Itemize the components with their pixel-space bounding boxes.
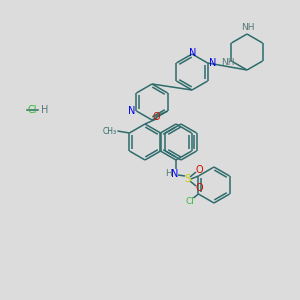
Text: Cl: Cl <box>27 105 37 115</box>
Text: NH: NH <box>241 23 255 32</box>
Text: N: N <box>171 169 179 179</box>
Text: N: N <box>189 48 197 58</box>
Text: N: N <box>128 106 135 116</box>
Text: H: H <box>165 169 171 178</box>
Text: H: H <box>41 105 48 115</box>
Text: O: O <box>195 183 203 193</box>
Text: O: O <box>195 165 203 175</box>
Text: S: S <box>185 174 191 184</box>
Text: O: O <box>152 112 160 122</box>
Text: Cl: Cl <box>186 196 195 206</box>
Text: N: N <box>209 58 216 68</box>
Text: NH: NH <box>221 58 235 67</box>
Text: CH₃: CH₃ <box>102 127 116 136</box>
